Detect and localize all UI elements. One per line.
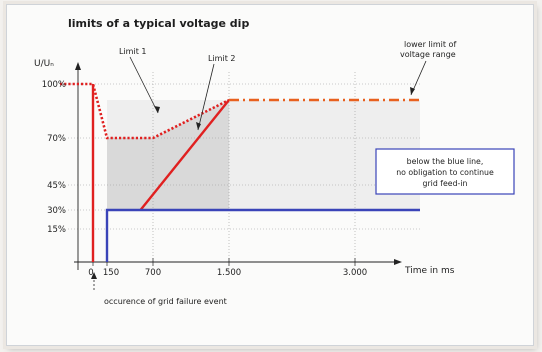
lower-limit-label-2: voltage range (400, 50, 456, 59)
limit2-pointer (197, 63, 215, 131)
x-tick-label-4: 3.000 (343, 268, 367, 278)
event-arrowhead (91, 272, 97, 279)
blue-box-line-3: grid feed-in (423, 179, 468, 188)
series-line-2 (60, 82, 230, 140)
x-axis-arrowhead (394, 259, 402, 265)
annotations: Limit 1 Limit 2 lower limit of voltage r… (91, 40, 515, 306)
x-tick-label-1: 150 (103, 268, 119, 278)
y-tick-label-2: 45% (47, 181, 66, 191)
limit1-label: Limit 1 (119, 47, 146, 56)
blue-box-line-1: below the blue line, (407, 157, 484, 166)
series (60, 82, 420, 262)
shaded-regions (107, 100, 420, 210)
x-tick-label-3: 1.500 (217, 268, 241, 278)
blue-line-note-box (375, 148, 515, 195)
limit2-label: Limit 2 (208, 54, 235, 63)
tick-labels: 100% 70% 45% 30% 15% 0 150 700 1.500 3.000 (42, 80, 367, 278)
y-axis-arrowhead (75, 62, 81, 70)
y-tick-label-3: 30% (47, 206, 66, 216)
series-line-1 (139, 99, 230, 211)
blue-box-line-2: no obligation to continue (396, 168, 494, 177)
chart-title: limits of a typical voltage dip (68, 17, 249, 30)
limit1-pointer (129, 56, 159, 114)
lower-limit-arrowhead (410, 87, 415, 95)
y-tick-label-0: 100% (42, 80, 66, 90)
y-tick-label-1: 70% (47, 134, 66, 144)
x-tick-label-2: 700 (145, 268, 161, 278)
event-label: occurence of grid failure event (104, 297, 227, 306)
series-line-4 (105, 208, 420, 262)
lower-limit-label-1: lower limit of (404, 40, 456, 49)
x-axis-label: Time in ms (404, 266, 455, 276)
y-tick-label-4: 15% (47, 225, 66, 235)
y-axis-label: U/Uₙ (34, 59, 54, 69)
limit2-arrowhead (196, 122, 201, 130)
limit1-arrowhead (154, 106, 160, 113)
x-tick-label-0: 0 (88, 268, 93, 278)
